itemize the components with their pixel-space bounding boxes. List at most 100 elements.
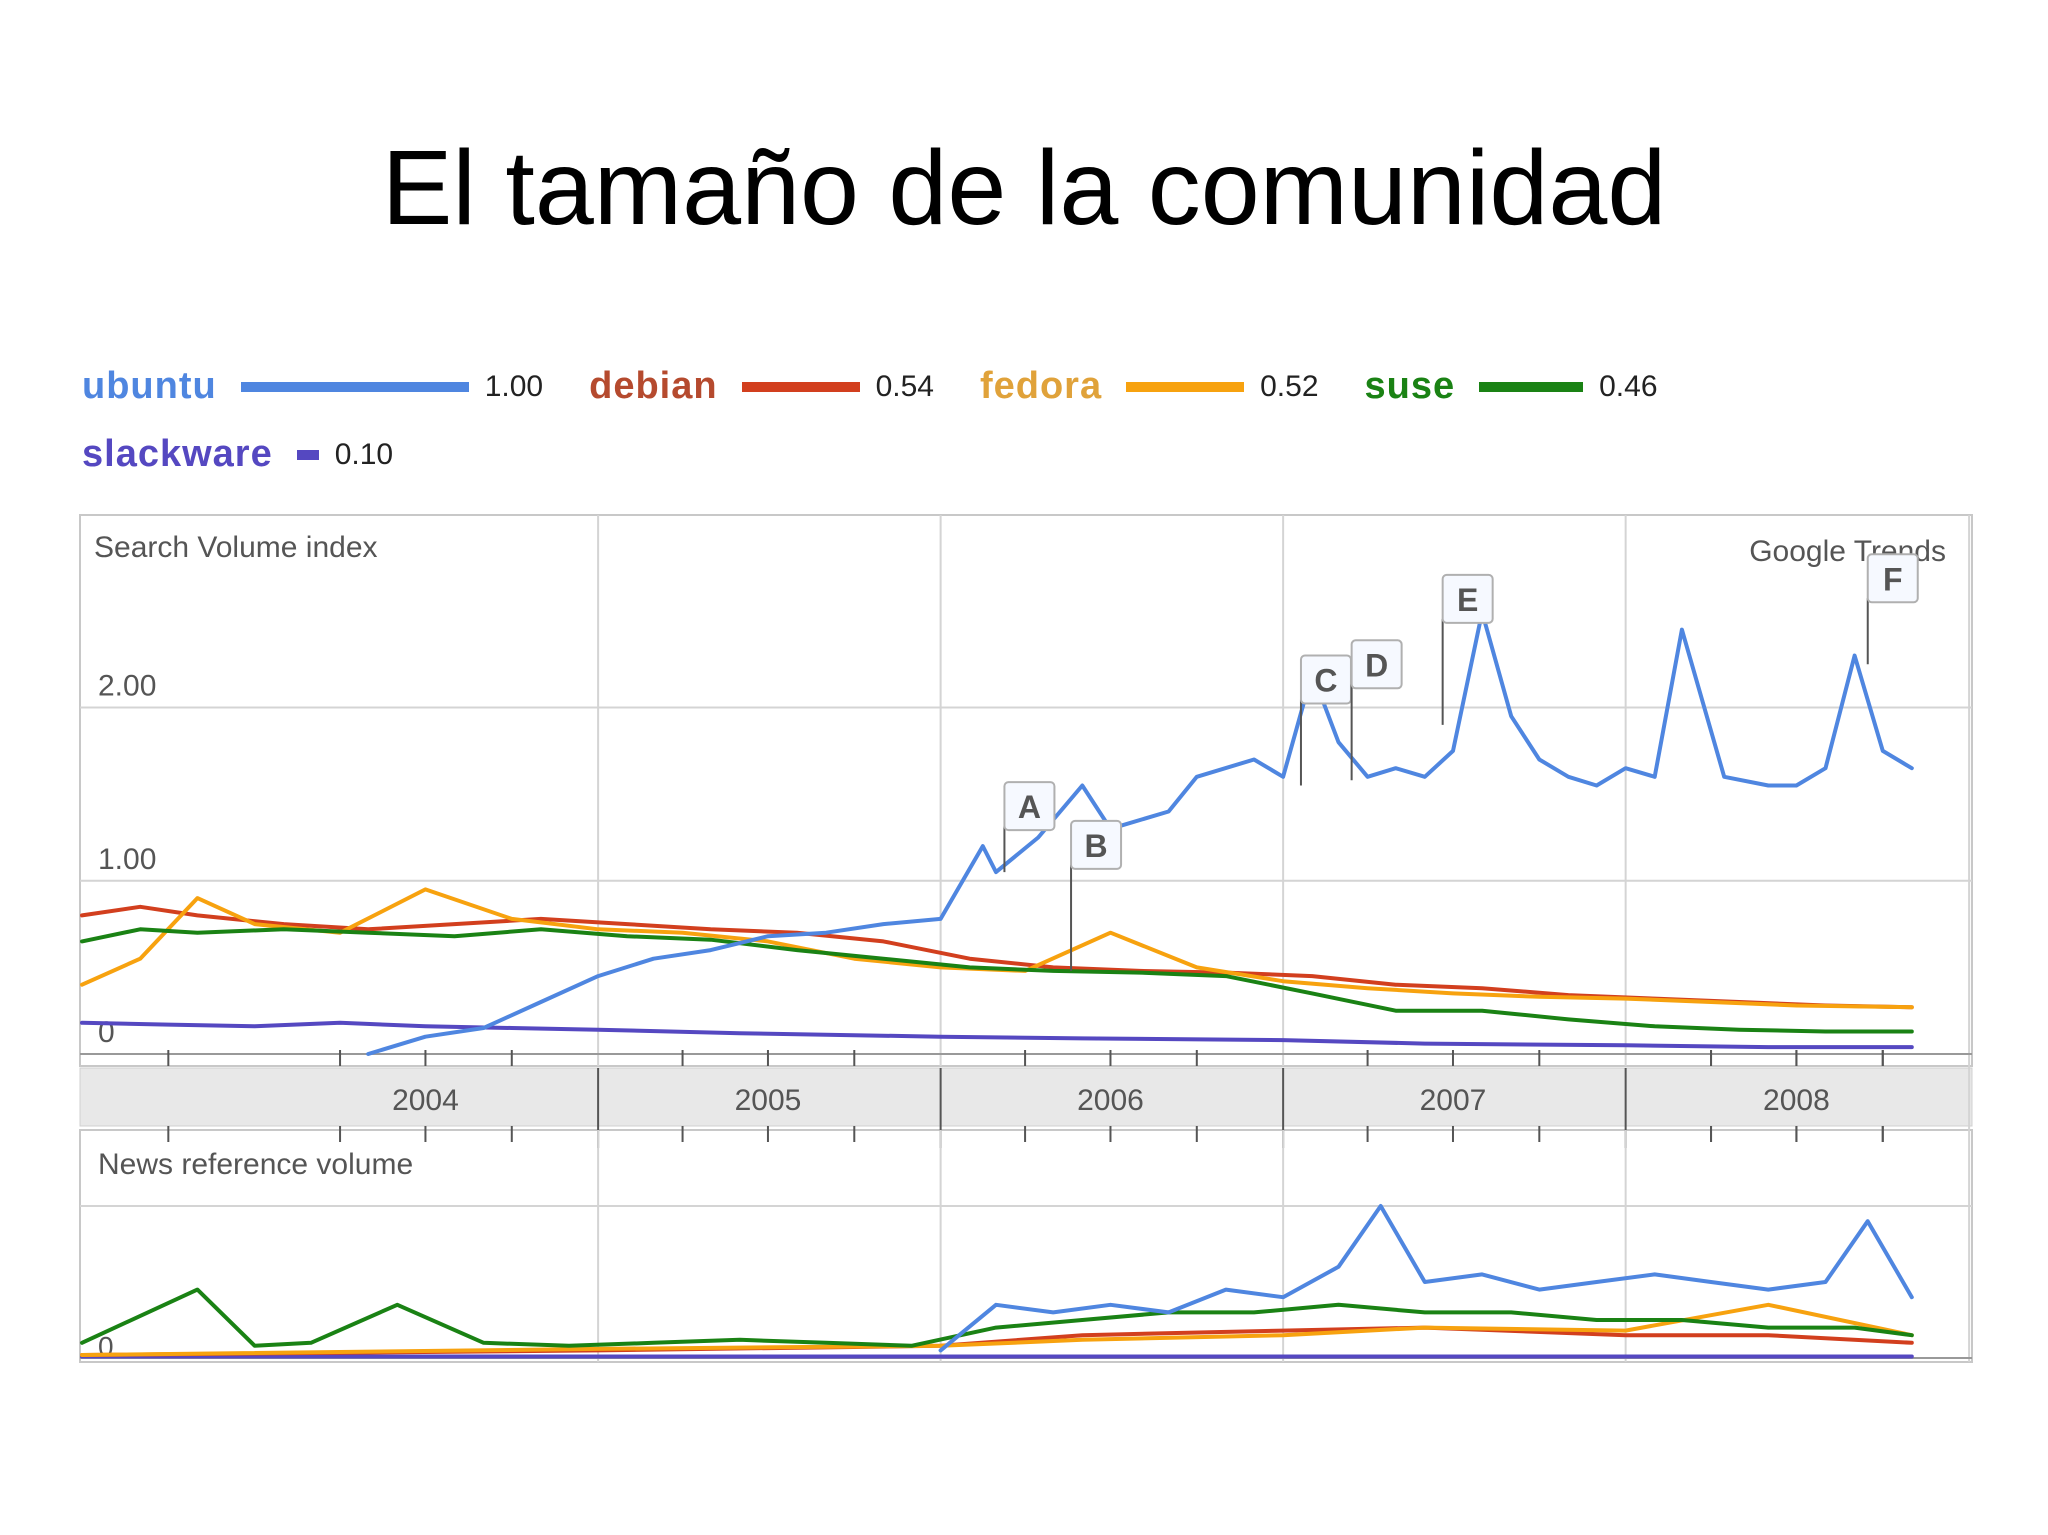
search-point-ubuntu [1853, 654, 1857, 658]
search-point-suse [709, 938, 713, 942]
news-point-suse [994, 1326, 998, 1330]
legend-value-slackware: 0.10 [334, 437, 394, 471]
search-point-slackware [1281, 1038, 1285, 1042]
news-point-ubuntu [1537, 1288, 1541, 1292]
news-point-debian [1281, 1329, 1285, 1333]
news-point-suse [253, 1344, 257, 1348]
slide-title: El tamaño de la comunidad [381, 129, 1667, 247]
news-point-ubuntu [1709, 1280, 1713, 1284]
legend-row-2: slackware 0.10 [82, 433, 439, 476]
search-point-ubuntu [1881, 749, 1885, 753]
search-point-ubuntu [1080, 784, 1084, 788]
annotation-box [1003, 781, 1056, 832]
search-point-ubuntu [596, 974, 600, 978]
main-panel-title: Search Volume index [94, 531, 378, 564]
x-tick-label: 2004 [392, 1084, 459, 1117]
search-point-fedora [681, 931, 685, 935]
annotation-box [1866, 553, 1919, 604]
annotation-box [1441, 573, 1494, 624]
search-point-ubuntu [1167, 809, 1171, 813]
search-point-slackware [166, 1023, 170, 1027]
news-point-suse [738, 1338, 742, 1342]
search-point-debian [195, 913, 199, 917]
search-point-fedora [1709, 1000, 1713, 1004]
news-point-suse [910, 1344, 914, 1348]
news-point-fedora [80, 1353, 84, 1357]
search-point-debian [282, 922, 286, 926]
news-point-suse [1509, 1310, 1513, 1314]
search-point-suse [625, 934, 629, 938]
legend-swatch-ubuntu [240, 381, 469, 392]
search-point-fedora [1195, 965, 1199, 969]
search-point-ubuntu [1394, 766, 1398, 770]
search-point-suse [1480, 1009, 1484, 1013]
search-point-suse [1653, 1024, 1657, 1028]
news-point-fedora [596, 1347, 600, 1351]
search-point-slackware [338, 1021, 342, 1025]
news-point-suse [1853, 1326, 1857, 1330]
search-point-fedora [1624, 997, 1628, 1001]
x-tick-label: 2005 [735, 1084, 802, 1117]
search-point-debian [1051, 965, 1055, 969]
search-point-suse [1310, 991, 1314, 995]
search-point-fedora [766, 939, 770, 943]
news-panel-title: News reference volume [98, 1148, 413, 1181]
news-point-suse [824, 1341, 828, 1345]
search-point-ubuntu [1653, 775, 1657, 779]
search-point-suse [1138, 971, 1142, 975]
news-point-ubuntu [1824, 1280, 1828, 1284]
search-point-ubuntu [1624, 766, 1628, 770]
legend-item-fedora: fedora 0.52 [980, 365, 1319, 408]
x-tick-label: 2008 [1763, 1084, 1830, 1117]
search-point-fedora [195, 896, 199, 900]
search-point-debian [138, 905, 142, 909]
annotation-box [1070, 819, 1123, 870]
news-point-fedora [1624, 1329, 1628, 1333]
search-point-suse [366, 931, 370, 935]
y-tick-label: 1.00 [98, 843, 156, 876]
legend-name-ubuntu: ubuntu [82, 365, 217, 407]
news-point-suse [395, 1303, 399, 1307]
search-point-suse [138, 927, 142, 931]
search-point-debian [1310, 974, 1314, 978]
news-point-debian [1766, 1333, 1770, 1337]
search-point-fedora [1537, 995, 1541, 999]
search-point-ubuntu [1537, 758, 1541, 762]
search-point-debian [453, 922, 457, 926]
search-point-ubuntu [939, 917, 943, 921]
legend-value-fedora: 0.52 [1260, 369, 1319, 403]
news-point-ubuntu [1224, 1288, 1228, 1292]
search-point-suse [1824, 1029, 1828, 1033]
search-point-slackware [1423, 1042, 1427, 1046]
legend-name-suse: suse [1364, 365, 1456, 407]
news-point-ubuntu [1051, 1310, 1055, 1314]
search-point-ubuntu [1910, 766, 1914, 770]
search-point-slackware [596, 1028, 600, 1032]
annotation-label-c: C [1314, 663, 1337, 699]
search-point-slackware [738, 1031, 742, 1035]
search-point-debian [625, 922, 629, 926]
search-point-ubuntu [1566, 775, 1570, 779]
legend-item-slackware: slackware 0.10 [82, 433, 393, 476]
news-point-suse [1336, 1303, 1340, 1307]
search-point-fedora [510, 917, 514, 921]
search-point-fedora [138, 957, 142, 961]
news-point-suse [1910, 1333, 1914, 1337]
news-point-suse [1252, 1310, 1256, 1314]
search-point-ubuntu [423, 1035, 427, 1039]
search-point-suse [1051, 969, 1055, 973]
search-point-fedora [423, 887, 427, 891]
news-point-ubuntu [1595, 1280, 1599, 1284]
x-tick-label: 2006 [1077, 1084, 1144, 1117]
search-point-debian [968, 957, 972, 961]
search-point-ubuntu [1722, 775, 1726, 779]
search-point-debian [80, 913, 84, 917]
news-point-ubuntu [939, 1348, 943, 1352]
search-point-suse [195, 931, 199, 935]
news-point-suse [482, 1341, 486, 1345]
search-point-suse [968, 965, 972, 969]
search-point-suse [1224, 974, 1228, 978]
y-tick-label: 2.00 [98, 670, 156, 703]
news-point-ubuntu [1281, 1295, 1285, 1299]
news-point-ubuntu [1480, 1272, 1484, 1276]
